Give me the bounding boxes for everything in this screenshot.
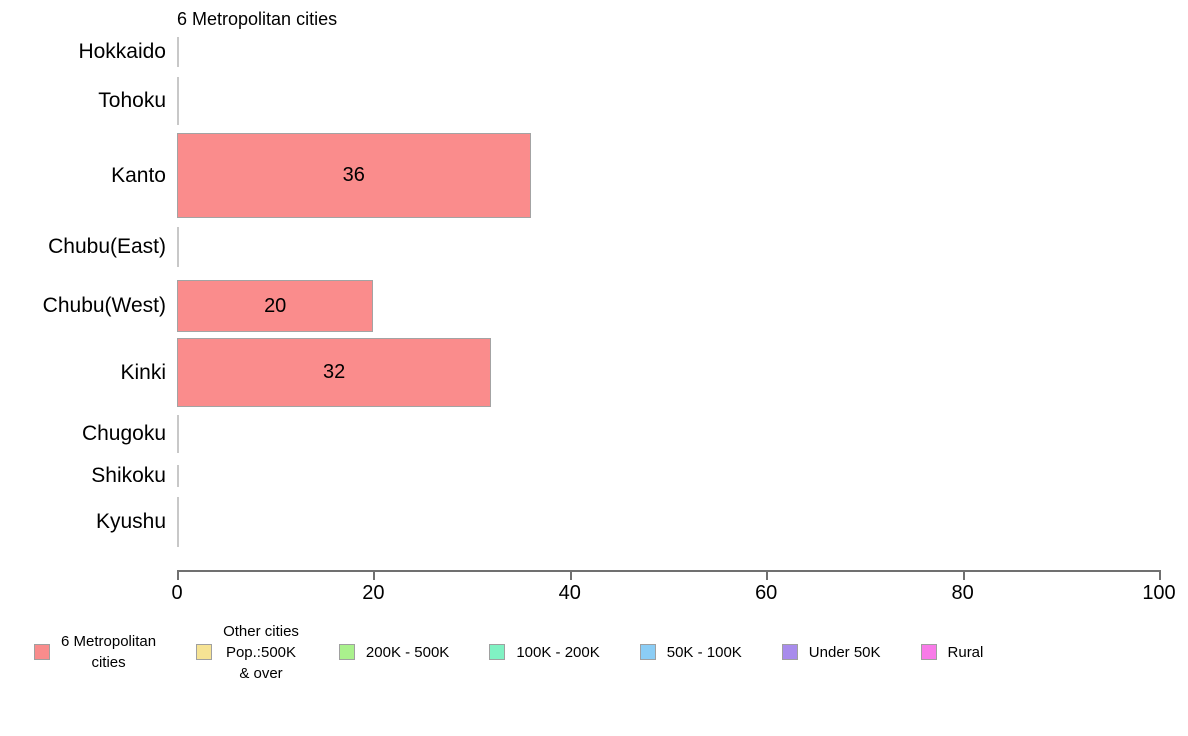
zero-bar-line xyxy=(177,465,179,487)
zero-bar-line xyxy=(177,77,179,125)
x-axis-line xyxy=(177,570,1161,572)
bar-kanto: 36 xyxy=(177,133,531,218)
category-label-tohoku: Tohoku xyxy=(98,89,166,112)
legend-swatch xyxy=(639,644,656,660)
category-label-shikoku: Shikoku xyxy=(91,464,166,487)
chart-title: 6 Metropolitan cities xyxy=(177,9,338,29)
legend-label: 6 Metropolitan cities xyxy=(61,633,157,671)
legend-label: Under 50K xyxy=(808,643,881,661)
legend-item-50k-100k: 50K - 100K xyxy=(639,642,742,663)
category-label-kyushu: Kyushu xyxy=(95,510,166,533)
category-label-chugoku: Chugoku xyxy=(81,422,166,445)
x-tick xyxy=(766,572,769,580)
bar-value-label: 20 xyxy=(264,294,287,317)
x-tick-label: 0 xyxy=(171,582,183,604)
zero-bar-line xyxy=(177,227,179,267)
legend-item-other-cities: Other cities Pop.:500K & over xyxy=(196,621,299,684)
legend-swatch xyxy=(489,644,506,660)
bar-kinki: 32 xyxy=(177,338,492,407)
legend-label: Other cities Pop.:500K & over xyxy=(223,622,299,682)
legend-item-6-metropolitan: 6 Metropolitan cities xyxy=(34,631,156,673)
x-tick xyxy=(373,572,376,580)
x-tick xyxy=(569,572,572,580)
legend-label: Rural xyxy=(947,643,984,661)
x-tick-label: 60 xyxy=(755,582,778,604)
legend-swatch xyxy=(920,644,937,660)
zero-bar-line xyxy=(177,497,179,547)
legend-label: 100K - 200K xyxy=(516,643,600,661)
x-tick xyxy=(177,572,179,580)
legend-item-under-50k: Under 50K xyxy=(781,642,881,663)
legend-label: 50K - 100K xyxy=(666,643,742,661)
legend-item-100k-200k: 100K - 200K xyxy=(489,642,600,663)
category-label-kanto: Kanto xyxy=(111,163,166,187)
x-tick-label: 40 xyxy=(558,582,581,604)
category-label-kinki: Kinki xyxy=(120,360,166,384)
legend-swatch xyxy=(338,644,355,660)
bar-value-label: 36 xyxy=(342,164,365,186)
x-tick-label: 20 xyxy=(362,582,385,604)
legend-swatch xyxy=(781,644,798,660)
x-tick-label: 100 xyxy=(1142,582,1176,604)
x-tick xyxy=(1159,572,1161,580)
bar-chubu-west: 20 xyxy=(177,280,374,332)
zero-bar-line xyxy=(177,37,179,67)
legend-label: 200K - 500K xyxy=(365,643,450,661)
legend-item-200k-500k: 200K - 500K xyxy=(338,642,450,663)
category-label-hokkaido: Hokkaido xyxy=(78,40,166,63)
x-tick xyxy=(962,572,965,580)
x-tick-label: 80 xyxy=(951,582,974,604)
zero-bar-line xyxy=(177,415,179,453)
legend: 6 Metropolitan cities Other cities Pop.:5… xyxy=(34,614,1174,690)
legend-swatch xyxy=(34,644,50,660)
bar-value-label: 32 xyxy=(322,361,346,383)
legend-swatch xyxy=(196,644,213,660)
legend-item-rural: Rural xyxy=(920,642,984,663)
category-label-chubu-west: Chubu(West) xyxy=(42,294,166,317)
category-label-chubu-east: Chubu(East) xyxy=(48,235,166,258)
